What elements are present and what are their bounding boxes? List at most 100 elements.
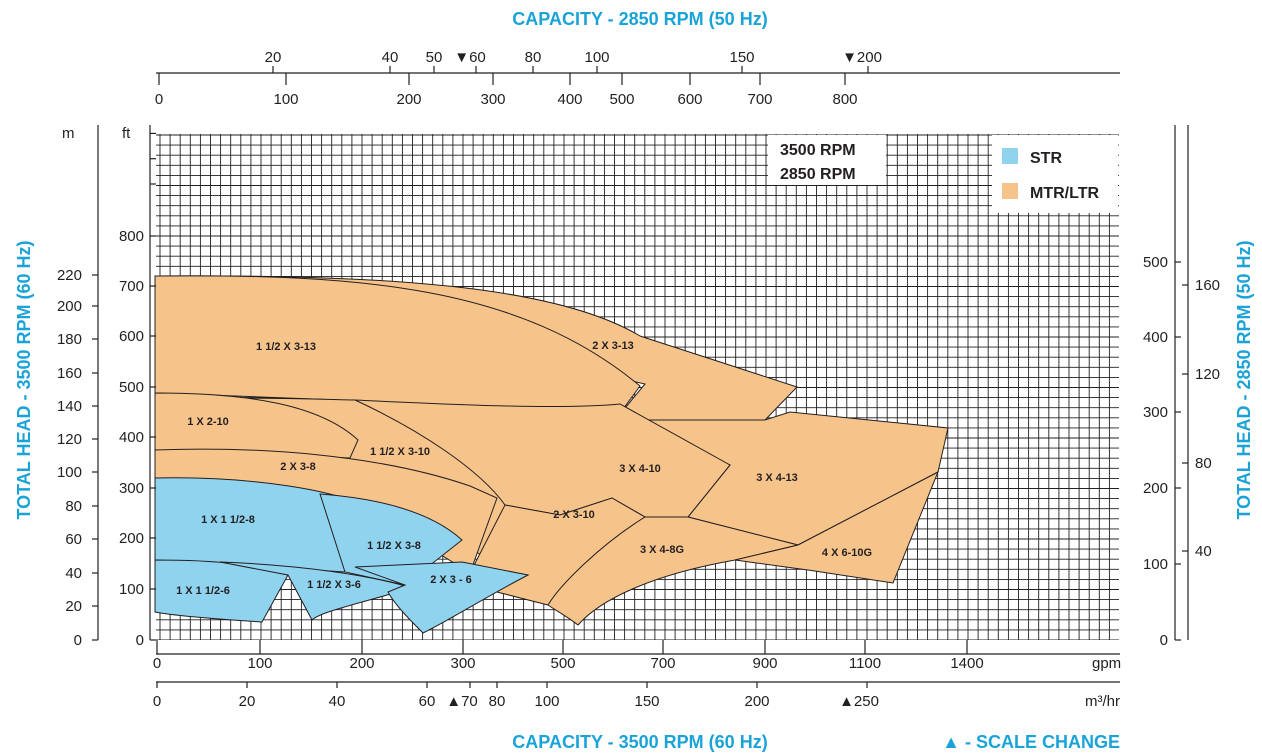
tick-left-ft: 800 [119, 228, 144, 245]
region-label-2-x-3-6: 2 X 3 - 6 [430, 574, 472, 586]
tick-right-m: 40 [1195, 543, 1212, 560]
tick-left-ft: 400 [119, 429, 144, 446]
tick-right-ft: 0 [1160, 632, 1168, 649]
region-4-x-6-10g [734, 470, 939, 584]
tick-right-ft: 300 [1143, 404, 1168, 421]
region-labels: 1 1/2 X 3-13 2 X 3-13 1 X 2-10 1 1/2 X 3-10… [176, 340, 872, 597]
tick-bottom-m3hr: 150 [634, 693, 659, 710]
unit-gpm: gpm [1092, 655, 1121, 672]
region-label-1-x-1-1-2-8: 1 X 1 1/2-8 [201, 514, 255, 526]
tick-bottom-m3hr: 100 [534, 693, 559, 710]
tick-bottom-m3hr: 80 [489, 693, 506, 710]
tick-bottom-gpm: 1400 [950, 655, 983, 672]
tick-left-ft: 100 [119, 581, 144, 598]
tick-top-gpm: 600 [677, 91, 702, 108]
region-1-x-1-1-2-6 [154, 559, 289, 623]
tick-top-m3hr: ▼200 [842, 49, 882, 66]
speed-3500: 3500 RPM [780, 142, 856, 159]
tick-top-m3hr: 100 [584, 49, 609, 66]
tick-top-m3hr: 40 [382, 49, 399, 66]
region-label-3-x-4-8g: 3 X 4-8G [640, 544, 684, 556]
tick-bottom-m3hr: 0 [153, 693, 161, 710]
region-label-3-x-4-13: 3 X 4-13 [756, 472, 798, 484]
region-label-1-x-1-1-2-6: 1 X 1 1/2-6 [176, 585, 230, 597]
tick-left-ft: 200 [119, 530, 144, 547]
tick-left-ft: 300 [119, 480, 144, 497]
tick-top-gpm: 800 [832, 91, 857, 108]
tick-right-m: 80 [1195, 455, 1212, 472]
tick-left-m: 120 [57, 431, 82, 448]
legend-label-mtr-ltr: MTR/LTR [1030, 185, 1099, 202]
tick-left-m: 80 [65, 498, 82, 515]
tick-right-ft: 500 [1143, 254, 1168, 271]
scale-change-note: ▲ - SCALE CHANGE [942, 732, 1120, 752]
tick-left-m: 160 [57, 365, 82, 382]
tick-right-ft: 100 [1143, 556, 1168, 573]
tick-left-m: 40 [65, 565, 82, 582]
tick-right-ft: 200 [1143, 480, 1168, 497]
tick-bottom-gpm: 1100 [849, 655, 881, 672]
legend-label-str: STR [1030, 150, 1062, 167]
tick-right-m: 120 [1195, 366, 1220, 383]
tick-left-m: 200 [57, 298, 82, 315]
tick-left-m: 0 [74, 632, 82, 649]
legend-swatch-str [1002, 148, 1018, 164]
tick-top-gpm: 500 [609, 91, 634, 108]
tick-left-m: 20 [65, 598, 82, 615]
right-head-title: TOTAL HEAD - 2850 RPM (50 Hz) [1234, 240, 1254, 519]
tick-bottom-gpm: 900 [752, 655, 777, 672]
tick-right-ft: 400 [1143, 329, 1168, 346]
tick-top-gpm: 0 [155, 91, 163, 108]
bottom-capacity-title: CAPACITY - 3500 RPM (60 Hz) [512, 732, 767, 752]
region-label-4-x-6-10g: 4 X 6-10G [822, 547, 872, 559]
speed-2850: 2850 RPM [780, 166, 856, 183]
legend-swatch-mtr-ltr [1002, 183, 1018, 199]
region-label-1-1-2-x-3-13: 1 1/2 X 3-13 [256, 341, 316, 353]
tick-left-m: 180 [57, 331, 82, 348]
unit-ft: ft [122, 125, 131, 142]
tick-top-gpm: 400 [557, 91, 582, 108]
region-label-1-1-2-x-3-8: 1 1/2 X 3-8 [367, 540, 421, 552]
tick-bottom-gpm: 700 [650, 655, 675, 672]
region-label-3-x-4-10: 3 X 4-10 [619, 463, 661, 475]
tick-left-ft: 500 [119, 379, 144, 396]
tick-bottom-m3hr: 40 [329, 693, 346, 710]
tick-right-m: 160 [1195, 277, 1220, 294]
tick-top-gpm: 300 [480, 91, 505, 108]
tick-bottom-m3hr: 200 [744, 693, 769, 710]
tick-left-m: 100 [57, 464, 82, 481]
tick-top-m3hr: 80 [525, 49, 542, 66]
tick-top-gpm: 200 [396, 91, 421, 108]
tick-bottom-gpm: 300 [450, 655, 475, 672]
tick-top-gpm: 700 [747, 91, 772, 108]
unit-m: m [62, 125, 75, 142]
region-label-2-x-3-13: 2 X 3-13 [592, 340, 634, 352]
region-label-2-x-3-10: 2 X 3-10 [553, 509, 595, 521]
speed-box: 3500 RPM 2850 RPM [768, 135, 886, 185]
tick-left-ft: 700 [119, 278, 144, 295]
region-label-1-x-2-10: 1 X 2-10 [187, 416, 229, 428]
tick-bottom-gpm: 100 [247, 655, 272, 672]
axes [97, 72, 1189, 683]
region-label-2-x-3-8: 2 X 3-8 [280, 461, 315, 473]
region-1-1-2-x-3-13 [154, 275, 641, 421]
tick-left-m: 140 [57, 398, 82, 415]
left-head-title: TOTAL HEAD - 3500 RPM (60 Hz) [14, 240, 34, 519]
tick-left-ft: 600 [119, 328, 144, 345]
tick-bottom-m3hr: ▲250 [839, 693, 879, 710]
unit-m3hr: m³/hr [1085, 693, 1120, 710]
region-1-x-2-10 [154, 392, 359, 459]
tick-top-m3hr: ▼60 [454, 49, 486, 66]
regions-layer [154, 275, 949, 634]
tick-bottom-m3hr: 20 [239, 693, 256, 710]
tick-bottom-m3hr: ▲70 [446, 693, 478, 710]
tick-bottom-m3hr: 60 [419, 693, 436, 710]
tick-top-m3hr: 150 [729, 49, 754, 66]
region-label-1-1-2-x-3-10: 1 1/2 X 3-10 [370, 446, 430, 458]
region-2-x-3-6 [354, 561, 530, 634]
tick-bottom-gpm: 0 [153, 655, 161, 672]
region-label-1-1-2-x-3-6: 1 1/2 X 3-6 [307, 579, 361, 591]
tick-top-gpm: 100 [273, 91, 298, 108]
